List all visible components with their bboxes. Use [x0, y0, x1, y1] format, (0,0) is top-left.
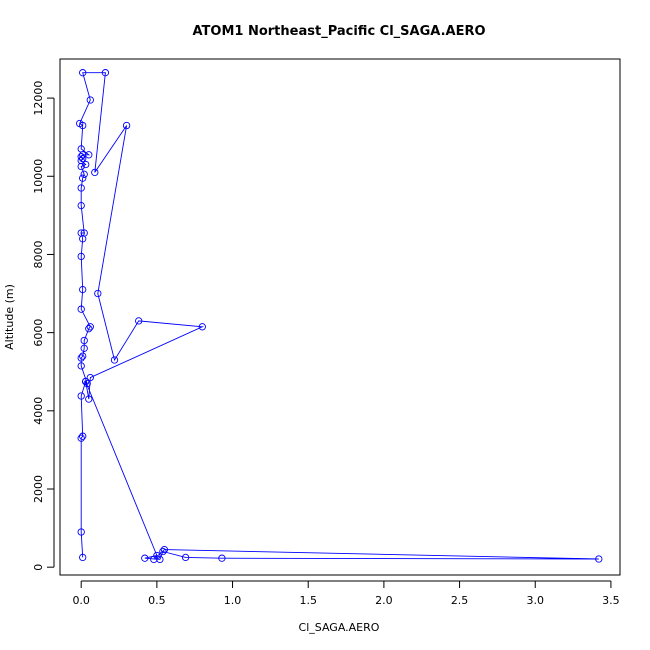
- data-point: [77, 354, 85, 362]
- series-line: [79, 72, 599, 560]
- y-axis: 0 2000 4000 6000 8000 10000 12000: [32, 81, 55, 571]
- x-axis: 0.0 0.5 1.0 1.5 2.0 2.5 3.0 3.5: [72, 580, 620, 607]
- data-point: [77, 528, 85, 536]
- data-point: [82, 377, 90, 386]
- data-point: [91, 168, 99, 177]
- data-point: [160, 545, 169, 554]
- data-point: [135, 317, 143, 325]
- y-tick-label: 4000: [32, 397, 45, 425]
- x-tick-label: 3.5: [602, 594, 620, 607]
- data-point: [82, 160, 90, 169]
- data-point: [80, 344, 88, 352]
- data-point: [80, 170, 88, 178]
- data-point: [122, 121, 131, 130]
- data-point: [80, 336, 88, 345]
- data-point: [198, 323, 206, 331]
- data-point: [77, 362, 85, 370]
- x-tick-label: 2.0: [375, 594, 393, 607]
- data-point: [76, 119, 84, 128]
- data-point: [110, 356, 119, 364]
- data-point: [101, 69, 110, 77]
- data-point: [77, 252, 85, 261]
- data-point: [77, 184, 85, 192]
- data-point: [77, 201, 85, 210]
- data-point: [94, 289, 102, 298]
- data-point: [85, 325, 93, 333]
- y-axis-label: Altitude (m): [3, 284, 16, 350]
- data-point: [80, 229, 88, 237]
- data-point: [150, 555, 158, 564]
- data-point: [77, 145, 85, 153]
- x-tick-label: 0.0: [72, 594, 90, 607]
- data-point: [79, 174, 87, 182]
- x-tick-label: 1.5: [299, 594, 317, 607]
- x-tick-label: 0.5: [148, 594, 166, 607]
- data-point: [77, 229, 85, 237]
- data-point: [79, 155, 87, 163]
- y-tick-label: 6000: [32, 319, 45, 347]
- data-point: [79, 285, 87, 294]
- x-tick-label: 3.0: [526, 594, 544, 607]
- data-point: [79, 553, 87, 562]
- y-tick-label: 8000: [32, 241, 45, 269]
- data-point: [86, 323, 94, 331]
- series-layer: [76, 69, 603, 564]
- data-point: [77, 162, 85, 171]
- data-point: [595, 555, 603, 563]
- data-point: [86, 373, 94, 382]
- x-tick-label: 2.5: [451, 594, 469, 607]
- data-point: [77, 392, 85, 400]
- y-tick-label: 12000: [32, 81, 45, 116]
- x-tick-label: 1.0: [224, 594, 242, 607]
- data-point: [181, 553, 190, 562]
- chart-title: ATOM1 Northeast_Pacific Cl_SAGA.AERO: [192, 24, 485, 39]
- data-point: [85, 151, 93, 159]
- y-tick-label: 10000: [32, 159, 45, 194]
- data-point: [79, 69, 87, 77]
- x-axis-label: Cl_SAGA.AERO: [299, 621, 380, 634]
- y-tick-label: 0: [32, 564, 45, 571]
- data-point: [77, 434, 85, 442]
- data-point: [77, 305, 85, 313]
- data-point: [85, 395, 93, 403]
- data-point: [83, 379, 91, 388]
- data-point: [77, 153, 85, 161]
- data-point: [141, 554, 149, 562]
- data-point: [79, 352, 87, 360]
- data-point: [86, 96, 94, 104]
- y-tick-label: 2000: [32, 475, 45, 503]
- data-point: [159, 547, 167, 556]
- plot-frame: [59, 58, 621, 576]
- data-point: [218, 554, 226, 562]
- data-point: [79, 432, 87, 440]
